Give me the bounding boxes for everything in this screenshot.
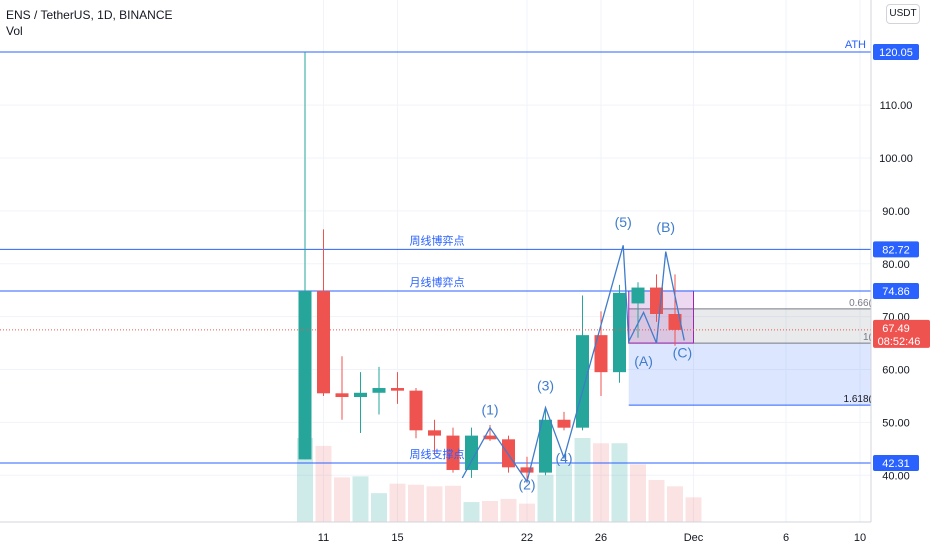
volume-bar	[408, 484, 424, 522]
x-tick-label: 26	[595, 532, 607, 544]
x-tick-label: 10	[854, 532, 866, 544]
candle-body	[539, 419, 552, 473]
volume-bar	[574, 438, 591, 522]
volume-bar	[315, 445, 332, 522]
volume-bar	[537, 474, 554, 522]
wave-label: (4)	[555, 450, 572, 466]
wave-label: (3)	[537, 378, 554, 394]
candle-body	[502, 439, 515, 468]
y-tick-label: 110.00	[880, 100, 913, 112]
volume-bar	[611, 443, 628, 522]
wave-label: (B)	[656, 219, 675, 235]
candle-body	[335, 393, 349, 398]
level-annotation: 周线博弈点	[410, 233, 465, 247]
candle-body	[391, 388, 404, 391]
level-annotation: 周线支撑点	[410, 447, 465, 461]
candle-body	[557, 419, 571, 428]
level-annotation: 月线博弈点	[410, 275, 465, 289]
volume-bar	[685, 497, 702, 522]
wave-label: (A)	[634, 353, 653, 369]
candle-body	[428, 430, 441, 436]
wave-label: (C)	[673, 344, 692, 360]
fib-zone-lower	[628, 343, 907, 406]
level-price-tag	[873, 282, 919, 299]
volume-bar	[445, 485, 461, 522]
wave-label: (2)	[518, 477, 535, 493]
candle-body	[483, 435, 497, 440]
volume-bar	[500, 498, 517, 522]
wave-label: (1)	[481, 401, 498, 417]
volume-bar	[519, 503, 535, 522]
level-price-label: 42.31	[882, 458, 910, 470]
y-tick-label: 40.00	[882, 470, 910, 482]
volume-bar	[556, 464, 572, 522]
candle-body	[446, 435, 460, 470]
elliott-wave-path	[461, 245, 685, 484]
currency-button[interactable]: USDT	[886, 4, 920, 24]
x-tick-label: 15	[391, 532, 403, 544]
volume-bar	[426, 486, 443, 522]
candle-body	[317, 290, 330, 394]
volume-bar	[371, 493, 387, 522]
y-tick-label: 80.00	[882, 259, 910, 271]
candle-body	[668, 313, 682, 330]
candle-body	[409, 390, 423, 431]
candle-body	[631, 287, 645, 304]
volume-bar	[463, 502, 480, 522]
volume-bar	[648, 480, 665, 522]
volume-bar	[593, 443, 609, 522]
chart-title: ENS / TetherUS, 1D, BINANCE	[6, 8, 173, 22]
volume-bar	[667, 486, 683, 522]
level-price-label: 82.72	[882, 244, 910, 256]
candle-body	[594, 335, 608, 373]
current-price-label: 67.49	[882, 323, 910, 335]
level-annotation: ATH	[845, 39, 866, 51]
level-price-tag	[873, 455, 919, 472]
candle-body	[465, 435, 478, 470]
volume-bar	[352, 476, 369, 522]
level-price-tag	[873, 44, 919, 60]
y-tick-label: 90.00	[882, 206, 910, 218]
candle-body	[520, 467, 534, 473]
candle-body	[613, 292, 626, 373]
volume-bar	[389, 483, 406, 522]
candle-countdown: 08:52:46	[878, 336, 921, 348]
x-tick-label: Dec	[684, 532, 704, 544]
volume-bar	[630, 464, 646, 522]
x-tick-label: 6	[783, 532, 789, 544]
level-price-label: 120.05	[879, 47, 913, 59]
wave-label: (5)	[615, 214, 632, 230]
candle-body	[298, 290, 312, 460]
current-price-tag	[873, 319, 930, 348]
x-tick-label: 22	[521, 532, 533, 544]
candle-body	[576, 335, 589, 428]
y-tick-label: 100.00	[879, 153, 913, 165]
volume-bar	[334, 477, 350, 522]
volume-label: Vol	[6, 24, 23, 38]
x-tick-label: 11	[318, 532, 329, 544]
y-tick-label: 50.00	[882, 417, 910, 429]
y-tick-label: 60.00	[882, 365, 910, 377]
volume-bar	[482, 501, 498, 522]
level-price-tag	[873, 241, 919, 258]
candle-body	[354, 392, 367, 398]
candle-body	[372, 388, 386, 393]
level-price-label: 74.86	[882, 286, 910, 298]
